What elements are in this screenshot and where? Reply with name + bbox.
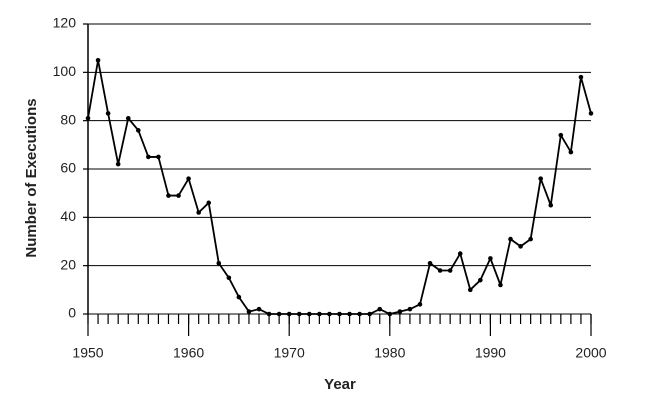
data-point [266, 311, 272, 317]
data-point [307, 311, 312, 317]
data-point [146, 154, 151, 160]
data-point [357, 311, 362, 317]
data-point [226, 275, 232, 281]
data-point [327, 311, 332, 317]
data-point [206, 200, 212, 206]
data-point [578, 74, 584, 80]
data-point [276, 311, 282, 317]
data-point [488, 256, 493, 261]
y-tick-label: 120 [53, 15, 77, 31]
data-point [437, 268, 443, 273]
data-point [588, 111, 594, 116]
data-point [136, 128, 141, 133]
data-point [296, 311, 302, 317]
y-tick-label: 100 [53, 63, 77, 79]
x-tick-label: 1990 [475, 345, 506, 361]
series-line [87, 59, 592, 315]
x-tick-label: 1950 [72, 345, 103, 361]
data-point [478, 277, 483, 283]
x-axis-label: Year [324, 376, 356, 393]
data-point [447, 268, 453, 273]
data-point [256, 306, 262, 312]
data-point [558, 132, 564, 138]
data-point [105, 111, 111, 116]
data-point [186, 176, 191, 181]
data-point [568, 149, 574, 155]
data-point [367, 311, 372, 317]
data-point [508, 236, 513, 242]
x-tick-label: 2000 [575, 345, 606, 361]
data-point [548, 202, 554, 208]
data-point [457, 251, 463, 256]
data-point [397, 309, 403, 314]
data-point [538, 176, 543, 181]
x-tick-label: 1970 [274, 345, 305, 361]
data-point [176, 193, 181, 198]
y-tick-label: 40 [60, 208, 76, 224]
y-tick-label: 20 [60, 256, 76, 272]
data-point [246, 309, 252, 314]
y-axis-label: Number of Executions [23, 98, 40, 257]
data-point [196, 210, 201, 215]
data-point [85, 115, 91, 121]
data-point [166, 193, 171, 198]
data-point [518, 244, 523, 249]
data-point [115, 161, 121, 167]
x-tick-label: 1980 [374, 345, 405, 361]
y-tick-label: 80 [60, 111, 76, 127]
data-point [95, 57, 101, 63]
data-point [427, 260, 433, 266]
data-point [236, 294, 242, 300]
data-point [317, 311, 322, 317]
data-point [216, 260, 222, 266]
data-point [156, 154, 161, 160]
y-tick-label: 60 [60, 160, 76, 176]
y-tick-label: 0 [68, 305, 76, 321]
data-point [407, 306, 413, 312]
data-point [377, 306, 383, 312]
data-point [347, 311, 352, 317]
data-point [286, 311, 292, 317]
data-point [387, 311, 393, 317]
x-tick-label: 1960 [173, 345, 204, 361]
data-point [417, 302, 423, 307]
data-point [498, 282, 503, 288]
data-point [337, 311, 342, 317]
data-point [467, 287, 473, 293]
data-point [125, 115, 131, 121]
data-point [528, 236, 533, 242]
